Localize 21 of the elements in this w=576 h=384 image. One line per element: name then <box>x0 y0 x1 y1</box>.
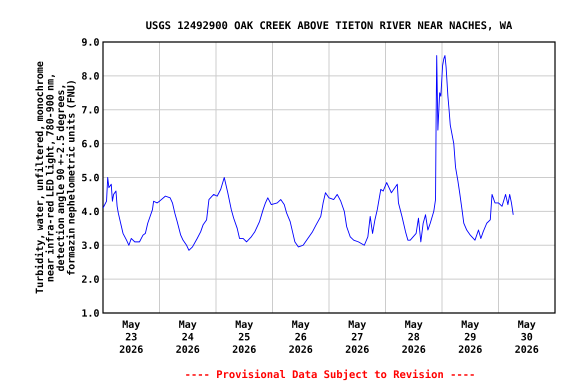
x-tick-label: May 24 2026 <box>176 320 200 353</box>
x-tick-label: May 23 2026 <box>120 320 143 353</box>
text: ---- Provisional Data Subject to Revision ---- <box>186 369 474 380</box>
x-tick-label: May 26 2026 <box>289 320 312 353</box>
line-series <box>103 55 514 251</box>
y-tick-label: 7.0 <box>82 106 99 114</box>
x-tick-label: May 30 2026 <box>515 320 538 353</box>
y-tick-label: 2.0 <box>82 275 99 283</box>
y-tick-label: 4.0 <box>82 208 99 216</box>
x-tick-label: May 29 2026 <box>458 320 482 353</box>
x-tick-label: May 28 2026 <box>402 320 426 353</box>
y-tick-label: 9.0 <box>82 38 99 46</box>
y-tick-label: 3.0 <box>82 241 99 250</box>
y-tick-label: 1.0 <box>82 309 99 317</box>
x-tick-label: May 27 2026 <box>346 320 369 353</box>
y-tick-label: 5.0 <box>82 174 99 182</box>
y-axis-title: Turbidity, water, unfiltered, monochrome near infra-red LED light, 780-900 nm, detection angle 90 +-2.5 degrees, formazin nephelometric units (FNU) <box>34 62 77 294</box>
x-tick-label: May 25 2026 <box>232 320 256 353</box>
y-tick-label: 6.0 <box>82 140 99 148</box>
y-tick-label: 8.0 <box>82 72 99 80</box>
chart-title: USGS 12492900 OAK CREEK ABOVE TIETON RIVER NEAR NACHES, WA <box>146 21 512 31</box>
